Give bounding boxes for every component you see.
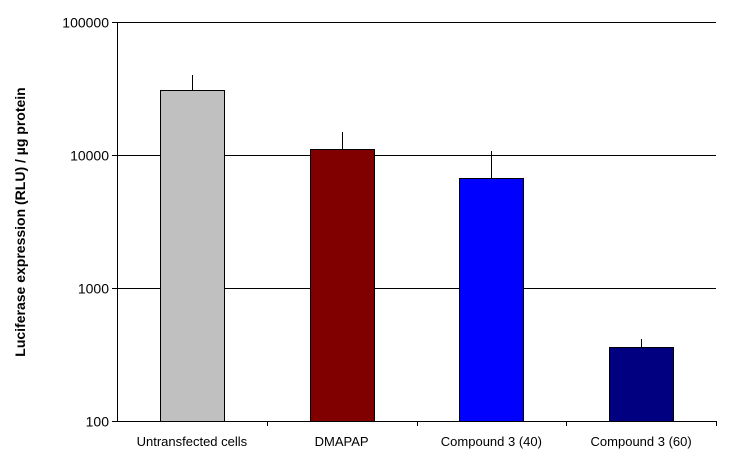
y-tick-labels: 100 1000 10000 100000 — [62, 15, 109, 430]
x-tick-label: Untransfected cells — [137, 434, 248, 449]
axes — [112, 22, 717, 426]
y-tick-label: 1000 — [78, 281, 109, 297]
error-bars — [192, 75, 642, 347]
x-tick-label: DMAPAP — [315, 434, 369, 449]
y-tick-label: 10000 — [70, 148, 109, 164]
bar — [459, 178, 524, 422]
y-tick-label: 100000 — [62, 15, 109, 31]
bar — [310, 149, 375, 422]
bar — [609, 347, 674, 422]
y-tick-label: 100 — [86, 414, 110, 430]
x-tick-labels: Untransfected cells DMAPAP Compound 3 (40)… — [137, 434, 692, 449]
x-tick-label: Compound 3 (40) — [441, 434, 542, 449]
x-tick-label: Compound 3 (60) — [591, 434, 692, 449]
bar — [160, 90, 225, 422]
bars — [160, 90, 674, 422]
y-axis-title: Luciferase expression (RLU) / µg protein — [12, 87, 28, 356]
